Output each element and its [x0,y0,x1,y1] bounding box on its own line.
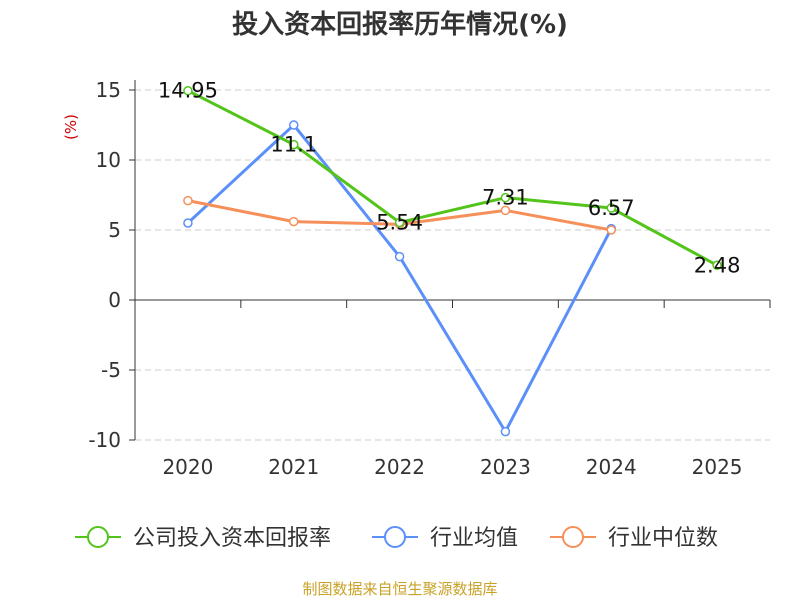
data-point [500,205,511,216]
legend-label: 行业均值 [430,526,518,551]
y-tick-label: -5 [101,358,121,382]
data-point [289,120,299,130]
data-point [394,251,405,262]
data-point [500,192,511,203]
data-label: 6.57 [588,196,635,220]
data-point [606,203,616,213]
y-tick-label: 15 [96,78,121,102]
legend-swatch-marker [87,526,109,548]
legend-swatch-marker [384,526,406,548]
data-point [712,260,722,271]
data-label: 2.48 [694,253,741,277]
data-point [500,426,511,437]
y-tick-label: 0 [108,288,121,312]
data-label: 7.31 [482,186,529,210]
y-axis-label: (%) [62,114,80,140]
data-point [183,218,193,228]
axes [129,80,771,441]
legend-label: 公司投入资本回报率 [133,526,331,551]
legend-swatch-marker [562,526,584,548]
data-label: 11.1 [270,133,317,157]
x-tick-label: 2023 [480,455,531,479]
data-point [289,139,299,150]
y-tick-label: -10 [88,428,121,452]
legend: 公司投入资本回报率 行业均值 行业中位数 [75,526,718,551]
series-line-1 [186,123,613,434]
chart-title: 投入资本回报率历年情况(%) [232,10,568,40]
x-tick-label: 2024 [586,455,637,479]
x-tick-label: 2022 [374,455,425,479]
x-tick-label: 2021 [268,455,319,479]
data-label: 14.95 [158,79,218,103]
data-point [394,217,405,228]
grid-lines [135,89,770,441]
y-tick-label: 10 [96,148,121,172]
data-point [183,85,193,96]
y-tick-labels: 15 10 5 0 -5 -10 [88,78,121,452]
x-tick-label: 2020 [162,455,213,479]
y-tick-label: 5 [108,218,121,242]
data-point [606,225,616,235]
series-line-0 [187,89,718,267]
data-point [289,216,299,227]
source-note: 制图数据来自恒生聚源数据库 [302,580,498,598]
legend-label: 行业中位数 [608,526,718,551]
x-tick-labels: 2020 2021 2022 2023 2024 2025 [162,455,742,479]
data-labels: 14.95 11.1 5.54 7.31 6.57 2.48 [158,79,741,278]
data-label: 5.54 [376,210,423,234]
data-point [183,195,193,206]
x-tick-label: 2025 [692,455,743,479]
series-layer [183,85,722,437]
